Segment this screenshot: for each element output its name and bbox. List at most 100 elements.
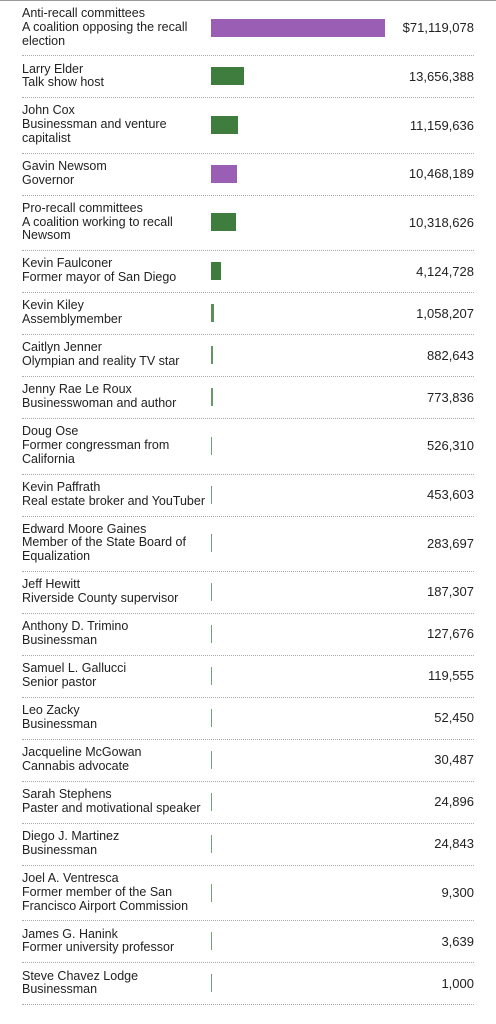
value-label: 119,555	[427, 668, 474, 684]
value-label: 453,603	[427, 487, 474, 503]
candidate-name: Steve Chavez Lodge	[22, 968, 139, 983]
row-label: Jacqueline McGowan Cannabis advocate	[22, 745, 208, 774]
value-label: 52,450	[434, 710, 474, 726]
bar-area	[211, 304, 385, 323]
row: Diego J. Martinez Businessman 24,843	[22, 824, 474, 866]
candidate-description: Former congressman from California	[22, 437, 170, 466]
row: Jacqueline McGowan Cannabis advocate 30,48…	[22, 740, 474, 782]
candidate-description: Businessman	[22, 632, 98, 647]
row-label: Samuel L. Gallucci Senior pastor	[22, 661, 208, 690]
bar-area	[211, 388, 385, 407]
row: Anti-recall committees A coalition opposi…	[22, 1, 474, 57]
row-label: Jeff Hewitt Riverside County supervisor	[22, 577, 208, 606]
candidate-description: Cannabis advocate	[22, 758, 130, 773]
value-label: 11,159,636	[409, 117, 474, 133]
bar-area	[211, 213, 385, 232]
bar-area	[211, 750, 385, 769]
value-label: 1,000	[441, 975, 474, 991]
candidate-description: Member of the State Board of Equalizatio…	[22, 535, 186, 564]
row: Sarah Stephens Paster and motivational sp…	[22, 782, 474, 824]
bar-area	[211, 582, 385, 601]
value-label: 13,656,388	[408, 68, 474, 84]
bar-area	[211, 708, 385, 727]
row-label: Edward Moore Gaines Member of the State B…	[22, 522, 208, 564]
bar-area	[211, 974, 385, 993]
candidate-description: Riverside County supervisor	[22, 590, 179, 605]
row: James G. Hanink Former university profess…	[22, 921, 474, 964]
row: Steve Chavez Lodge Businessman 1,000	[22, 963, 474, 1006]
row: Larry Elder Talk show host 13,656,388	[22, 56, 474, 99]
candidate-description: Former member of the San Francisco Airpo…	[22, 884, 189, 913]
row-label: Anthony D. Trimino Businessman	[22, 619, 208, 648]
candidate-name: Joel A. Ventresca	[22, 870, 119, 885]
value-label: 30,487	[434, 752, 474, 768]
bar-area	[211, 485, 385, 504]
row-label: Doug Ose Former congressman from Californ…	[22, 424, 208, 466]
bar	[211, 18, 385, 37]
bar	[211, 304, 214, 323]
row-label: Gavin Newsom Governor	[22, 158, 208, 188]
row-label: Anti-recall committees A coalition opposi…	[22, 6, 208, 48]
bar	[211, 116, 239, 135]
bar-area	[211, 18, 385, 37]
candidate-description: Real estate broker and YouTuber	[22, 493, 205, 508]
row-label: Kevin Kiley Assemblymember	[22, 299, 208, 327]
bar	[211, 436, 213, 455]
bar	[211, 213, 237, 232]
bar-area	[211, 624, 385, 643]
candidate-name: Anthony D. Trimino	[22, 619, 129, 634]
bar	[211, 582, 213, 601]
row: Doug Ose Former congressman from Californ…	[22, 419, 474, 475]
row-label: Steve Chavez Lodge Businessman	[22, 968, 208, 998]
candidate-name: Samuel L. Gallucci	[22, 661, 127, 676]
value-label: 9,300	[441, 885, 474, 901]
row-label: Leo Zacky Businessman	[22, 703, 208, 732]
candidate-name: Diego J. Martinez	[22, 829, 120, 844]
candidate-description: Businessman and venture capitalist	[22, 117, 167, 145]
row: Anthony D. Trimino Businessman 127,676	[22, 614, 474, 656]
candidate-name: Sarah Stephens	[22, 787, 112, 802]
bar-area	[211, 116, 385, 135]
bar	[211, 792, 213, 811]
row-label: Larry Elder Talk show host	[22, 62, 208, 91]
row: Joel A. Ventresca Former member of the Sa…	[22, 866, 474, 922]
bar	[211, 624, 213, 643]
candidate-description: A coalition working to recall Newsom	[22, 214, 173, 243]
candidate-name: Anti-recall committees	[22, 6, 145, 20]
bar-area	[211, 436, 385, 455]
bar-area	[211, 67, 385, 86]
row: Leo Zacky Businessman 52,450	[22, 698, 474, 740]
candidate-description: Former mayor of San Diego	[22, 270, 177, 285]
bar	[211, 67, 245, 86]
value-label: 24,843	[434, 836, 474, 852]
row-label: John Cox Businessman and venture capitali…	[22, 104, 208, 145]
bar-area	[211, 792, 385, 811]
candidate-description: Businessman	[22, 716, 98, 731]
bar	[211, 932, 213, 951]
candidate-name: Jeff Hewitt	[22, 577, 81, 592]
value-label: 882,643	[427, 347, 474, 363]
row-label: Kevin Faulconer Former mayor of San Diego	[22, 257, 208, 285]
bar	[211, 708, 213, 727]
candidate-description: Businessman	[22, 982, 98, 997]
row: Caitlyn Jenner Olympian and reality TV st…	[22, 335, 474, 378]
row: Kevin Paffrath Real estate broker and You…	[22, 475, 474, 517]
candidate-name: Kevin Faulconer	[22, 256, 113, 271]
row-label: Sarah Stephens Paster and motivational sp…	[22, 787, 208, 816]
row: Kevin Faulconer Former mayor of San Diego…	[22, 251, 474, 294]
candidate-name: James G. Hanink	[22, 926, 118, 941]
value-label: 127,676	[427, 626, 474, 642]
bar	[211, 883, 213, 902]
row: Jenny Rae Le Roux Businesswoman and autho…	[22, 377, 474, 420]
bar	[211, 262, 222, 281]
candidate-description: Businesswoman and author	[22, 396, 177, 411]
candidate-name: Jenny Rae Le Roux	[22, 382, 132, 397]
value-label: 1,058,207	[416, 305, 474, 321]
candidate-description: Former university professor	[22, 940, 175, 955]
candidate-name: Gavin Newsom	[22, 158, 107, 173]
bar-area	[211, 883, 385, 902]
candidate-description: Governor	[22, 172, 75, 187]
candidate-name: Caitlyn Jenner	[22, 340, 102, 355]
candidate-name: Jacqueline McGowan	[22, 745, 142, 760]
bar-area	[211, 932, 385, 951]
